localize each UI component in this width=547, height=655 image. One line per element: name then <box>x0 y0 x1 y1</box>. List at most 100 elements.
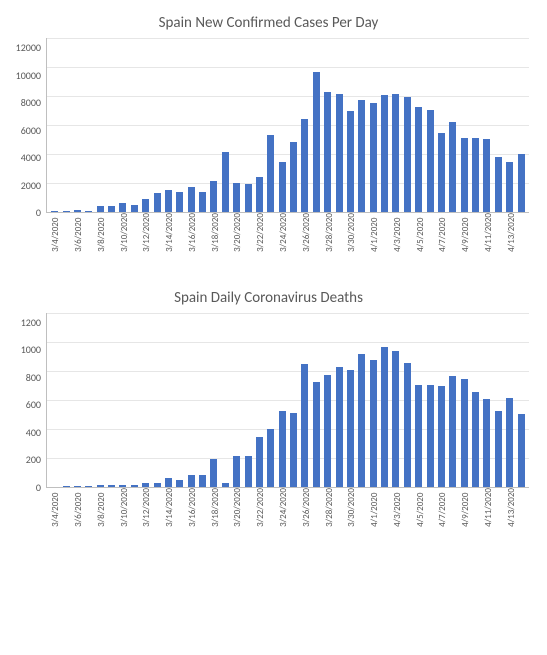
deaths-xlabel: 3/8/2020 <box>96 488 103 530</box>
deaths-bar <box>222 483 229 487</box>
deaths-ytick: 1000 <box>21 345 41 355</box>
cases-bar <box>506 162 513 212</box>
chart-deaths-area: 120010008006004002000 3/4/20203/5/20203/… <box>8 313 529 530</box>
cases-bar <box>267 135 274 212</box>
cases-xlabel: 3/14/2020 <box>164 213 171 255</box>
cases-bar <box>142 199 149 212</box>
cases-bar <box>188 187 195 212</box>
deaths-bar <box>415 385 422 487</box>
deaths-xlabel: 3/26/2020 <box>301 488 308 530</box>
deaths-bar <box>313 382 320 487</box>
deaths-xlabel: 3/28/2020 <box>324 488 331 530</box>
cases-bar <box>245 184 252 212</box>
deaths-bar <box>85 486 92 487</box>
chart-deaths-y-axis: 120010008006004002000 <box>8 313 46 488</box>
cases-xlabel: 4/5/2020 <box>415 213 422 255</box>
deaths-xlabel: 4/9/2020 <box>460 488 467 530</box>
cases-bar <box>370 103 377 212</box>
chart-deaths-plot <box>46 313 529 488</box>
deaths-xlabel: 3/12/2020 <box>141 488 148 530</box>
deaths-ytick: 200 <box>26 455 41 465</box>
deaths-bar <box>427 385 434 487</box>
deaths-bar <box>472 392 479 487</box>
deaths-bar <box>358 354 365 487</box>
deaths-bar <box>256 437 263 487</box>
deaths-xlabel: 3/14/2020 <box>164 488 171 530</box>
deaths-bar <box>131 485 138 487</box>
chart-deaths: Spain Daily Coronavirus Deaths 120010008… <box>8 283 529 530</box>
cases-bar <box>301 119 308 212</box>
cases-bar <box>404 97 411 212</box>
chart-deaths-title: Spain Daily Coronavirus Deaths <box>8 283 529 313</box>
deaths-bar <box>381 347 388 487</box>
deaths-bar <box>63 486 70 487</box>
deaths-xlabel: 4/7/2020 <box>437 488 444 530</box>
cases-xlabel: 3/20/2020 <box>232 213 239 255</box>
cases-bar <box>461 138 468 212</box>
deaths-xlabel: 4/11/2020 <box>483 488 490 530</box>
deaths-bar <box>233 456 240 487</box>
cases-ytick: 0 <box>36 208 41 218</box>
cases-ytick: 12000 <box>16 43 41 53</box>
deaths-bar <box>461 379 468 487</box>
cases-bar <box>233 183 240 212</box>
deaths-bar <box>370 360 377 487</box>
deaths-bar <box>108 485 115 486</box>
cases-bar <box>483 139 490 212</box>
cases-xlabel: 4/13/2020 <box>506 213 513 255</box>
cases-xlabel: 3/10/2020 <box>119 213 126 255</box>
cases-bar <box>199 192 206 212</box>
cases-bar <box>313 72 320 212</box>
cases-bar <box>119 203 126 212</box>
deaths-xlabel: 3/18/2020 <box>210 488 217 530</box>
chart-cases-plot <box>46 38 529 213</box>
deaths-bar <box>119 485 126 486</box>
deaths-bar <box>438 386 445 487</box>
deaths-bar <box>210 459 217 487</box>
cases-bar <box>415 107 422 212</box>
deaths-bar <box>142 483 149 487</box>
deaths-ytick: 1200 <box>21 318 41 328</box>
deaths-xlabel: 3/16/2020 <box>187 488 194 530</box>
deaths-xlabel: 4/5/2020 <box>415 488 422 530</box>
deaths-bar <box>74 486 81 487</box>
cases-bar <box>131 205 138 212</box>
deaths-xlabel: 3/30/2020 <box>346 488 353 530</box>
cases-ytick: 2000 <box>21 181 41 191</box>
cases-bar <box>51 211 58 212</box>
deaths-bar <box>267 429 274 487</box>
cases-xlabel: 3/16/2020 <box>187 213 194 255</box>
cases-bar <box>97 206 104 212</box>
chart-cases-bars <box>47 38 529 212</box>
cases-xlabel: 3/24/2020 <box>278 213 285 255</box>
deaths-bar <box>404 363 411 487</box>
deaths-bar <box>518 414 525 487</box>
cases-bar <box>256 177 263 212</box>
deaths-bar <box>506 398 513 487</box>
cases-bar <box>176 192 183 212</box>
cases-bar <box>518 154 525 212</box>
deaths-xlabel: 3/24/2020 <box>278 488 285 530</box>
deaths-bar <box>301 364 308 487</box>
chart-deaths-x-axis: 3/4/20203/5/20203/6/20203/7/20203/8/2020… <box>46 488 529 530</box>
cases-ytick: 4000 <box>21 153 41 163</box>
chart-cases: Spain New Confirmed Cases Per Day 120001… <box>8 8 529 255</box>
chart-cases-y-axis: 120001000080006000400020000 <box>8 38 46 213</box>
cases-xlabel: 4/11/2020 <box>483 213 490 255</box>
cases-xlabel: 3/6/2020 <box>73 213 80 255</box>
deaths-xlabel: 4/1/2020 <box>369 488 376 530</box>
cases-bar <box>85 211 92 212</box>
cases-bar <box>495 157 502 212</box>
cases-xlabel: 4/3/2020 <box>392 213 399 255</box>
cases-bar <box>290 142 297 212</box>
cases-ytick: 10000 <box>16 71 41 81</box>
deaths-xlabel: 3/4/2020 <box>50 488 57 530</box>
cases-bar <box>336 94 343 212</box>
cases-bar <box>154 193 161 212</box>
deaths-bar <box>154 483 161 487</box>
cases-bar <box>279 162 286 212</box>
cases-xlabel: 3/22/2020 <box>255 213 262 255</box>
deaths-bar <box>336 367 343 487</box>
deaths-xlabel: 3/6/2020 <box>73 488 80 530</box>
chart-cases-x-axis: 3/4/20203/5/20203/6/20203/7/20203/8/2020… <box>46 213 529 255</box>
